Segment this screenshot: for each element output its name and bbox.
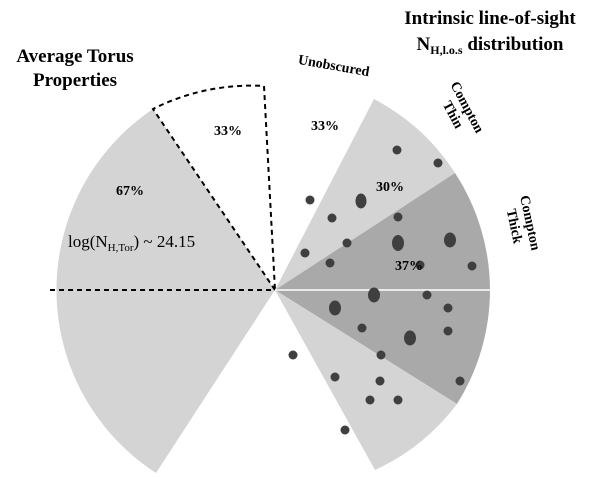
percent-label: 67%: [116, 184, 144, 199]
unobscured-sector: [151, 84, 277, 294]
log-main: log(N: [68, 232, 108, 251]
title-main: N: [417, 34, 431, 55]
title: Properties: [33, 70, 117, 91]
compton-thin-sector: [275, 99, 455, 290]
percent-label: 30%: [376, 180, 404, 195]
log-rest: ) ~ 24.15: [133, 232, 195, 251]
title-rest: distribution: [463, 34, 564, 55]
title: Average Torus: [16, 46, 133, 67]
title: NH,l.o.s distribution: [417, 34, 564, 57]
compton-thick-sector: [275, 290, 490, 404]
absorbers: [288, 145, 477, 435]
segment-label: Thick: [503, 208, 525, 246]
log-sub: H,Tor: [108, 242, 134, 254]
title: Intrinsic line-of-sight: [404, 8, 576, 29]
percent-label: 37%: [395, 259, 423, 274]
log-label: log(NH,Tor) ~ 24.15: [68, 232, 195, 254]
compton-thin-sector: [275, 290, 457, 470]
percent-label: 33%: [214, 124, 242, 139]
obscured-sector: [56, 109, 276, 473]
segment-label: Unobscured: [297, 53, 371, 80]
title-sub: H,l.o.s: [430, 43, 463, 57]
percent-label: 33%: [311, 119, 339, 134]
